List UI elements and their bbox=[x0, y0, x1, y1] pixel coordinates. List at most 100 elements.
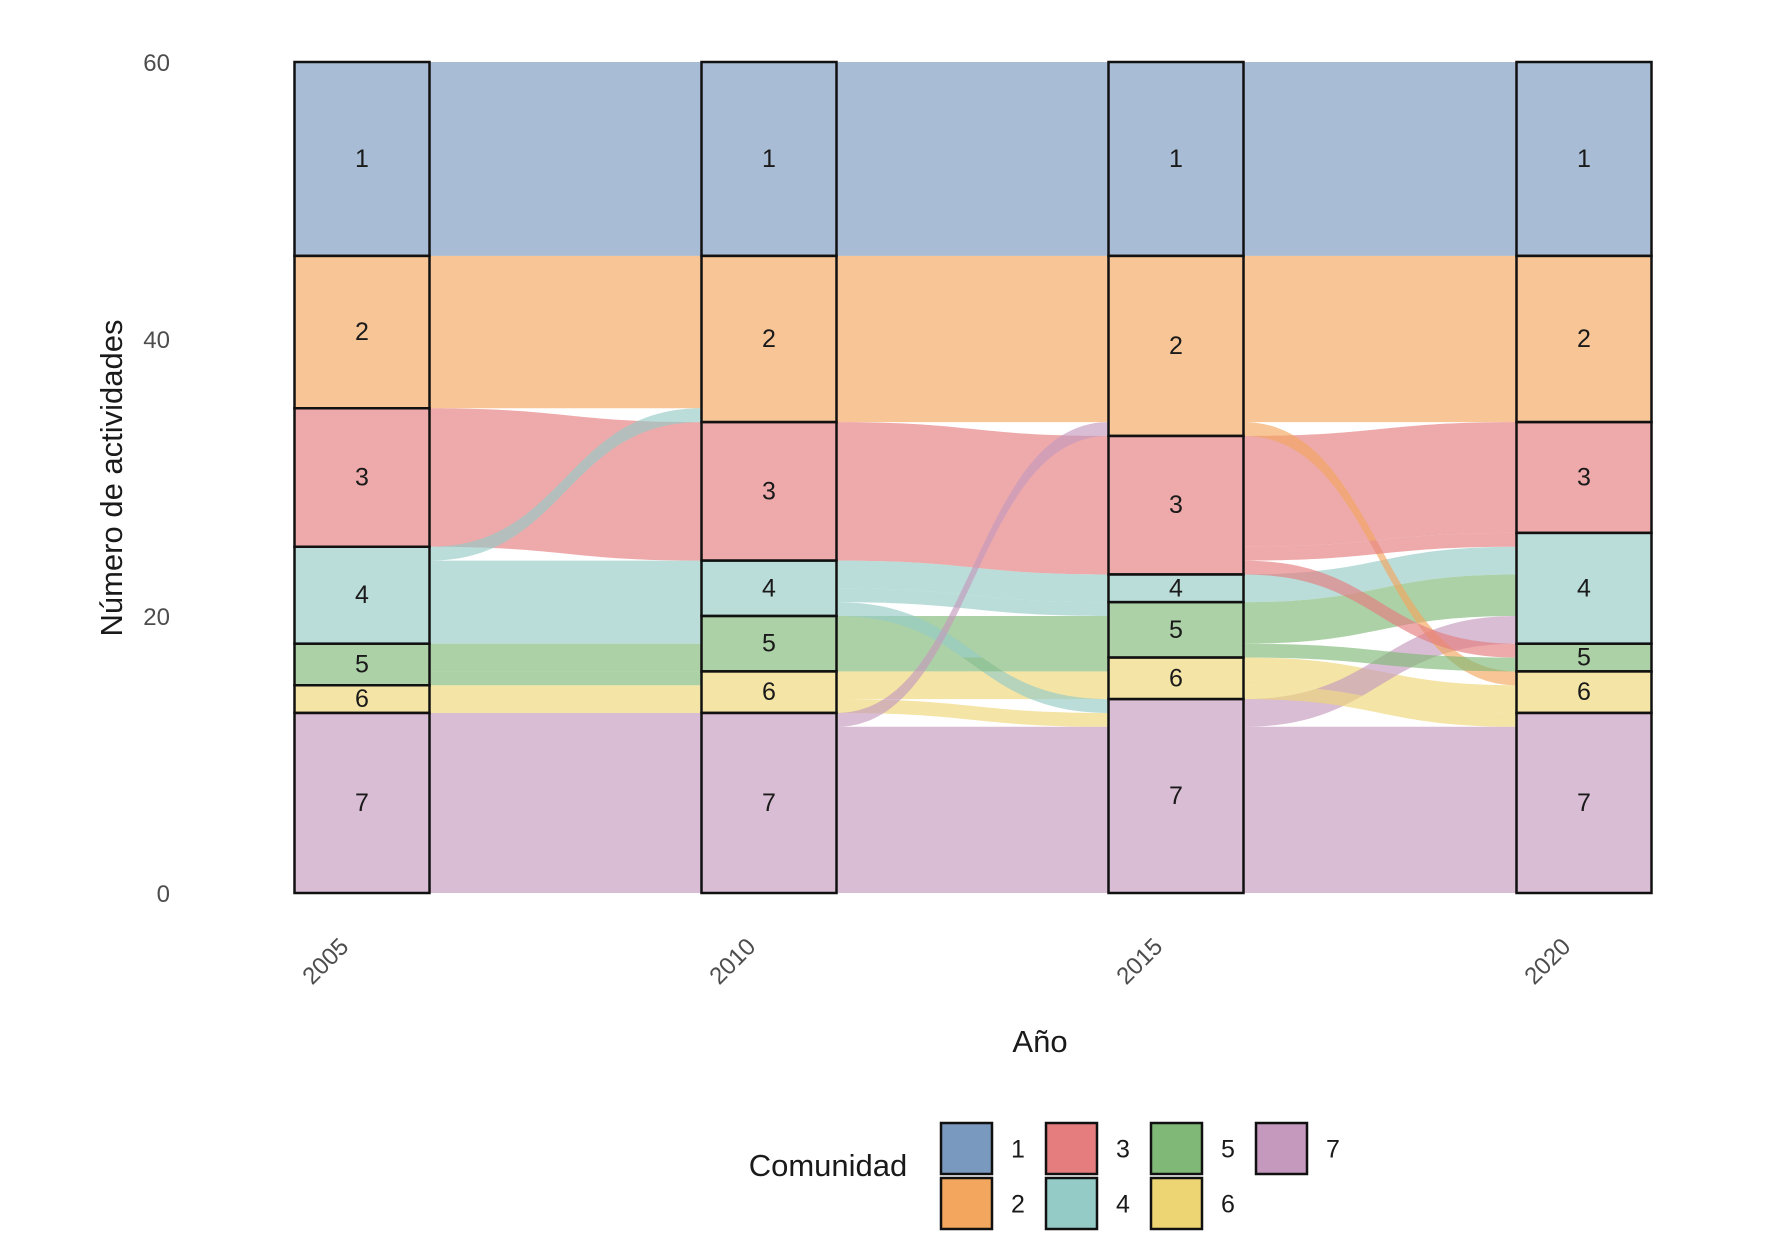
stratum-2005-4 bbox=[293, 545, 431, 645]
flow-2005-1-to-2010-1 bbox=[429, 62, 702, 256]
stratum-label-2015-3: 3 bbox=[1169, 491, 1183, 519]
stratum-label-2005-4: 4 bbox=[355, 581, 369, 609]
flow-2015-3-to-2020-5 bbox=[1243, 560, 1517, 658]
stratum-2015-6 bbox=[1107, 656, 1245, 701]
stratum-2005-6 bbox=[293, 684, 431, 715]
legend-key-7 bbox=[1254, 1121, 1309, 1176]
legend-label-4: 4 bbox=[1116, 1191, 1130, 1219]
stratum-2015-2 bbox=[1107, 254, 1245, 438]
stratum-label-2015-1: 1 bbox=[1169, 145, 1183, 173]
stratum-2015-7 bbox=[1107, 697, 1245, 895]
stratum-2010-2 bbox=[700, 254, 838, 424]
stratum-label-2005-5: 5 bbox=[355, 650, 369, 678]
stratum-2015-4 bbox=[1107, 573, 1245, 604]
stratum-label-2010-6: 6 bbox=[762, 678, 776, 706]
flow-2005-7-to-2010-7 bbox=[429, 712, 702, 893]
legend-title: Comunidad bbox=[749, 1148, 908, 1183]
stratum-2015-3 bbox=[1107, 434, 1245, 576]
y-tick-label-40: 40 bbox=[143, 327, 170, 354]
stratum-label-2020-5: 5 bbox=[1577, 644, 1591, 672]
legend-label-2: 2 bbox=[1011, 1191, 1025, 1219]
legend-key-4 bbox=[1044, 1176, 1099, 1231]
stratum-label-2015-6: 6 bbox=[1169, 664, 1183, 692]
x-axis: 2005 2010 2015 2020 bbox=[297, 933, 1576, 990]
x-tick-label-2015: 2015 bbox=[1111, 933, 1168, 990]
flow-2010-1-to-2015-1 bbox=[836, 62, 1109, 256]
flows-layer bbox=[429, 62, 1517, 893]
y-axis: 0 20 40 60 bbox=[143, 50, 170, 908]
x-tick-label-2020: 2020 bbox=[1519, 933, 1576, 990]
stratum-label-2010-4: 4 bbox=[762, 574, 776, 602]
flow-2010-5-to-2015-6 bbox=[836, 657, 1109, 672]
legend-label-6: 6 bbox=[1221, 1191, 1235, 1219]
flow-2015-3-to-2020-4 bbox=[1243, 532, 1517, 561]
flow-2010-6-to-2015-6 bbox=[836, 671, 1109, 700]
stratum-label-2010-5: 5 bbox=[762, 630, 776, 658]
stratum-2010-6 bbox=[700, 670, 838, 715]
y-tick-label-20: 20 bbox=[143, 604, 170, 631]
flow-2010-7-to-2015-2 bbox=[836, 422, 1109, 727]
flow-2015-7-to-2020-7 bbox=[1243, 726, 1517, 893]
legend-label-3: 3 bbox=[1116, 1136, 1130, 1164]
flow-2005-5-to-2010-6 bbox=[429, 671, 702, 686]
stratum-label-2015-2: 2 bbox=[1169, 332, 1183, 360]
flow-2015-1-to-2020-1 bbox=[1243, 62, 1517, 256]
flow-2010-5-to-2015-5 bbox=[836, 616, 1109, 658]
legend-key-5 bbox=[1149, 1121, 1204, 1176]
stratum-label-2020-2: 2 bbox=[1577, 325, 1591, 353]
flow-2005-4-to-2010-5 bbox=[429, 616, 702, 644]
stratum-2020-6 bbox=[1515, 670, 1653, 715]
x-tick-label-2010: 2010 bbox=[704, 933, 761, 990]
y-tick-label-60: 60 bbox=[143, 50, 170, 77]
stratum-2010-4 bbox=[700, 559, 838, 618]
legend: Comunidad 1 2 3 4 5 6 7 bbox=[749, 1121, 1340, 1231]
stratum-label-2020-3: 3 bbox=[1577, 464, 1591, 492]
stratum-2005-3 bbox=[293, 407, 431, 548]
stratum-label-2015-5: 5 bbox=[1169, 616, 1183, 644]
legend-label-1: 1 bbox=[1011, 1136, 1025, 1164]
stratum-label-2015-7: 7 bbox=[1169, 782, 1183, 810]
stratum-label-2015-4: 4 bbox=[1169, 574, 1183, 602]
stratum-2005-2 bbox=[293, 254, 431, 410]
stratum-2005-7 bbox=[293, 711, 431, 895]
stratum-2020-2 bbox=[1515, 254, 1653, 424]
flow-2015-6-to-2020-7 bbox=[1243, 685, 1517, 727]
stratum-2020-7 bbox=[1515, 711, 1653, 895]
stratum-2005-1 bbox=[293, 60, 431, 258]
stratum-label-2005-1: 1 bbox=[355, 145, 369, 173]
stratum-2020-5 bbox=[1515, 642, 1653, 673]
strata-layer: 1 2 3 4 5 6 7 1 2 3 4 5 6 7 1 2 3 4 5 6 7 1 2 3 4 5 6 7 bbox=[293, 60, 1653, 895]
x-axis-title: Año bbox=[1012, 1024, 1067, 1059]
stratum-2020-4 bbox=[1515, 531, 1653, 645]
flow-2015-4-to-2020-4 bbox=[1243, 546, 1517, 603]
stratum-label-2005-2: 2 bbox=[355, 318, 369, 346]
stratum-2010-5 bbox=[700, 614, 838, 673]
flow-2015-2-to-2020-2 bbox=[1243, 255, 1517, 423]
flow-2005-4-to-2010-2 bbox=[429, 408, 702, 561]
legend-key-3 bbox=[1044, 1121, 1099, 1176]
flow-2005-6-to-2010-6 bbox=[429, 685, 702, 713]
flow-2005-2-to-2010-2 bbox=[429, 255, 702, 409]
stratum-label-2005-3: 3 bbox=[355, 464, 369, 492]
stratum-label-2020-6: 6 bbox=[1577, 678, 1591, 706]
stratum-label-2020-1: 1 bbox=[1577, 145, 1591, 173]
flow-2010-6-to-2015-7 bbox=[836, 699, 1109, 727]
x-tick-label-2005: 2005 bbox=[297, 933, 354, 990]
stratum-2010-7 bbox=[700, 711, 838, 895]
stratum-2015-5 bbox=[1107, 600, 1245, 659]
flow-2005-5-to-2010-5 bbox=[429, 643, 702, 672]
stratum-label-2010-7: 7 bbox=[762, 789, 776, 817]
stratum-label-2005-6: 6 bbox=[355, 685, 369, 713]
legend-label-7: 7 bbox=[1326, 1136, 1340, 1164]
y-axis-title: Número de actividades bbox=[94, 319, 129, 636]
stratum-2015-1 bbox=[1107, 60, 1245, 258]
stratum-label-2020-4: 4 bbox=[1577, 574, 1591, 602]
stratum-label-2020-7: 7 bbox=[1577, 789, 1591, 817]
y-tick-label-0: 0 bbox=[157, 881, 170, 908]
stratum-label-2010-2: 2 bbox=[762, 325, 776, 353]
legend-key-1 bbox=[939, 1121, 994, 1176]
stratum-2010-3 bbox=[700, 420, 838, 562]
legend-key-2 bbox=[939, 1176, 994, 1231]
flow-2015-5-to-2020-5 bbox=[1243, 643, 1517, 672]
